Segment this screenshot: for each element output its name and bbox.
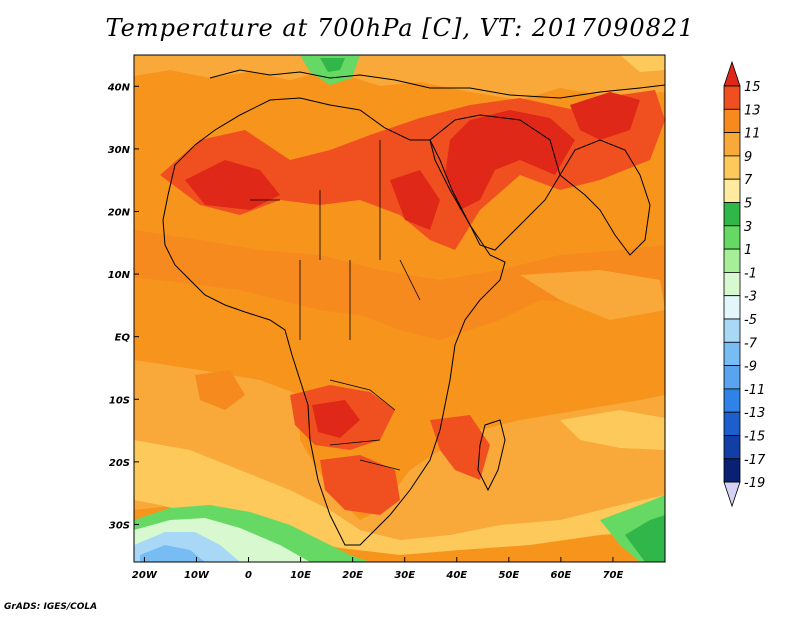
x-tick-label: 10E bbox=[290, 570, 311, 581]
arabia-coastline bbox=[429, 114, 561, 251]
x-axis: 20W 10W 0 10E 20E 30E 40E 50E 60E 70E bbox=[132, 557, 624, 581]
y-tick-label: 30S bbox=[109, 520, 130, 531]
y-tick-label: 10S bbox=[109, 395, 130, 406]
plot-frame bbox=[133, 54, 666, 563]
colorbar-swatch bbox=[723, 365, 741, 390]
colorbar-label: 1 bbox=[744, 243, 752, 258]
x-tick-label: 40E bbox=[445, 570, 467, 581]
x-tick-label: 30E bbox=[394, 570, 415, 581]
y-tick-label: EQ bbox=[115, 333, 131, 344]
x-tick-label: 50E bbox=[498, 570, 519, 581]
x-tick-label: 70E bbox=[603, 570, 624, 581]
x-tick-label: 0 bbox=[245, 570, 252, 581]
country-borders bbox=[250, 140, 421, 471]
x-tick-label: 20E bbox=[342, 570, 363, 581]
colorbar-label: 9 bbox=[744, 150, 752, 165]
colorbar-swatch bbox=[723, 248, 741, 273]
colorbar-label: -5 bbox=[744, 313, 757, 328]
colorbar-swatch bbox=[723, 435, 741, 460]
colorbar-swatch bbox=[723, 411, 741, 436]
y-tick-label: 10N bbox=[108, 270, 131, 281]
colorbar-label: -15 bbox=[744, 430, 765, 445]
x-tick-label: 20W bbox=[132, 570, 158, 581]
africa-coastline bbox=[162, 97, 506, 546]
colorbar-swatch bbox=[723, 271, 741, 297]
colorbar-top-arrow bbox=[723, 60, 741, 87]
colorbar-label: -13 bbox=[744, 406, 765, 421]
colorbar-label: -7 bbox=[744, 336, 758, 351]
colorbar-label: -3 bbox=[744, 290, 757, 305]
coastlines bbox=[162, 69, 666, 546]
colorbar-label: -19 bbox=[744, 476, 765, 491]
y-tick-label: 30N bbox=[108, 145, 131, 156]
europe-coastline bbox=[209, 69, 666, 99]
y-tick-label: 20S bbox=[109, 458, 130, 469]
credit-text: GrADS: IGES/COLA bbox=[4, 602, 98, 612]
colorbar-bottom-arrow bbox=[723, 481, 741, 508]
colorbar-label: -17 bbox=[744, 453, 766, 468]
colorbar-swatch bbox=[723, 458, 741, 483]
colorbar-swatch bbox=[723, 108, 741, 134]
india-coastline bbox=[559, 139, 651, 256]
y-tick-label: 20N bbox=[108, 207, 131, 218]
colorbar: 15 13 11 9 7 5 3 1 -1 -3 -5 -7 -9 -11 -13 -15 -17 -19 bbox=[723, 60, 766, 508]
colorbar-swatch bbox=[723, 225, 741, 250]
colorbar-label: -11 bbox=[744, 383, 765, 398]
map-title: Temperature at 700hPa [C], VT: 201709082… bbox=[105, 14, 695, 42]
colorbar-label: -9 bbox=[744, 360, 757, 375]
colorbar-label: 11 bbox=[744, 127, 761, 142]
temperature-field bbox=[134, 55, 665, 562]
x-tick-label: 10W bbox=[184, 570, 210, 581]
colorbar-label: 7 bbox=[744, 173, 753, 188]
colorbar-swatch bbox=[723, 341, 741, 366]
colorbar-swatch bbox=[723, 295, 741, 320]
y-tick-label: 40N bbox=[107, 82, 131, 93]
colorbar-swatch bbox=[723, 202, 741, 227]
colorbar-swatch bbox=[723, 132, 741, 157]
colorbar-label: 5 bbox=[744, 197, 752, 212]
colorbar-swatch bbox=[723, 388, 741, 413]
colorbar-label: 3 bbox=[744, 220, 752, 235]
colorbar-swatch bbox=[723, 318, 741, 343]
colorbar-swatch bbox=[723, 85, 741, 110]
colorbar-swatch bbox=[723, 155, 741, 180]
y-axis: 40N 30N 20N 10N EQ 10S 20S 30S bbox=[107, 82, 139, 531]
colorbar-label: 13 bbox=[744, 103, 761, 118]
colorbar-label: 15 bbox=[744, 80, 761, 95]
x-tick-label: 60E bbox=[551, 570, 572, 581]
madagascar-coastline bbox=[477, 419, 506, 492]
colorbar-label: -1 bbox=[744, 266, 757, 281]
colorbar-swatch bbox=[723, 178, 741, 203]
